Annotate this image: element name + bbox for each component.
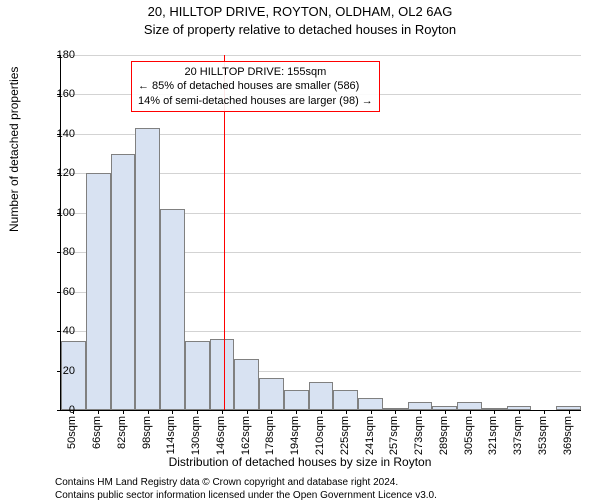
ytick-label: 60 — [45, 286, 75, 298]
plot-area: 20 HILLTOP DRIVE: 155sqm ← 85% of detach… — [60, 55, 581, 411]
ytick-label: 0 — [45, 404, 75, 416]
xtick-mark — [148, 410, 149, 414]
xtick-mark — [321, 410, 322, 414]
credits: Contains HM Land Registry data © Crown c… — [55, 476, 437, 500]
ytick-label: 40 — [45, 325, 75, 337]
xtick-mark — [445, 410, 446, 414]
xtick-mark — [470, 410, 471, 414]
histogram-bar — [309, 382, 334, 410]
xtick-mark — [296, 410, 297, 414]
xtick-label: 321sqm — [487, 416, 499, 455]
histogram-bar — [185, 341, 210, 410]
xtick-mark — [519, 410, 520, 414]
xtick-mark — [197, 410, 198, 414]
xtick-mark — [544, 410, 545, 414]
xtick-mark — [98, 410, 99, 414]
histogram-bar — [210, 339, 235, 410]
histogram-bar — [259, 378, 284, 410]
ytick-label: 100 — [45, 207, 75, 219]
ytick-label: 140 — [45, 128, 75, 140]
ytick-label: 160 — [45, 88, 75, 100]
xtick-label: 241sqm — [364, 416, 376, 455]
y-axis-title: Number of detached properties — [7, 67, 21, 232]
xtick-mark — [494, 410, 495, 414]
xtick-mark — [371, 410, 372, 414]
histogram-bar — [358, 398, 383, 410]
ytick-label: 80 — [45, 246, 75, 258]
ytick-label: 120 — [45, 167, 75, 179]
gridline — [61, 55, 581, 56]
histogram-bar — [333, 390, 358, 410]
xtick-label: 289sqm — [438, 416, 450, 455]
credits-line1: Contains HM Land Registry data © Crown c… — [55, 476, 437, 489]
xtick-label: 337sqm — [512, 416, 524, 455]
xtick-label: 305sqm — [463, 416, 475, 455]
xtick-label: 369sqm — [562, 416, 574, 455]
xtick-label: 130sqm — [190, 416, 202, 455]
credits-line2: Contains public sector information licen… — [55, 489, 437, 500]
xtick-mark — [346, 410, 347, 414]
chart-subtitle: Size of property relative to detached ho… — [0, 22, 600, 37]
xtick-mark — [271, 410, 272, 414]
histogram-bar — [408, 402, 433, 410]
xtick-label: 66sqm — [91, 416, 103, 449]
ytick-label: 20 — [45, 365, 75, 377]
xtick-mark — [395, 410, 396, 414]
xtick-label: 114sqm — [165, 416, 177, 454]
xtick-mark — [123, 410, 124, 414]
histogram-bar — [160, 209, 185, 410]
xtick-label: 178sqm — [264, 416, 276, 455]
xtick-mark — [172, 410, 173, 414]
x-axis-title: Distribution of detached houses by size … — [0, 455, 600, 469]
xtick-mark — [420, 410, 421, 414]
histogram-bar — [457, 402, 482, 410]
xtick-label: 82sqm — [116, 416, 128, 449]
xtick-label: 273sqm — [413, 416, 425, 455]
xtick-label: 98sqm — [141, 416, 153, 449]
xtick-mark — [247, 410, 248, 414]
histogram-bar — [284, 390, 309, 410]
xtick-label: 353sqm — [537, 416, 549, 455]
annotation-box: 20 HILLTOP DRIVE: 155sqm ← 85% of detach… — [131, 61, 380, 112]
annotation-line1: 20 HILLTOP DRIVE: 155sqm — [138, 65, 373, 79]
histogram-bar — [86, 173, 111, 410]
histogram-bar — [234, 359, 259, 410]
xtick-label: 162sqm — [240, 416, 252, 455]
xtick-label: 50sqm — [66, 416, 78, 449]
histogram-bar — [111, 154, 136, 410]
annotation-line3: 14% of semi-detached houses are larger (… — [138, 94, 373, 108]
chart-title: 20, HILLTOP DRIVE, ROYTON, OLDHAM, OL2 6… — [0, 4, 600, 19]
xtick-mark — [569, 410, 570, 414]
xtick-label: 210sqm — [314, 416, 326, 455]
ytick-label: 180 — [45, 49, 75, 61]
xtick-label: 194sqm — [289, 416, 301, 455]
xtick-label: 225sqm — [339, 416, 351, 455]
xtick-label: 146sqm — [215, 416, 227, 455]
histogram-bar — [135, 128, 160, 410]
xtick-label: 257sqm — [388, 416, 400, 455]
xtick-mark — [222, 410, 223, 414]
annotation-line2: ← 85% of detached houses are smaller (58… — [138, 79, 373, 93]
chart-container: { "title": "20, HILLTOP DRIVE, ROYTON, O… — [0, 0, 600, 500]
